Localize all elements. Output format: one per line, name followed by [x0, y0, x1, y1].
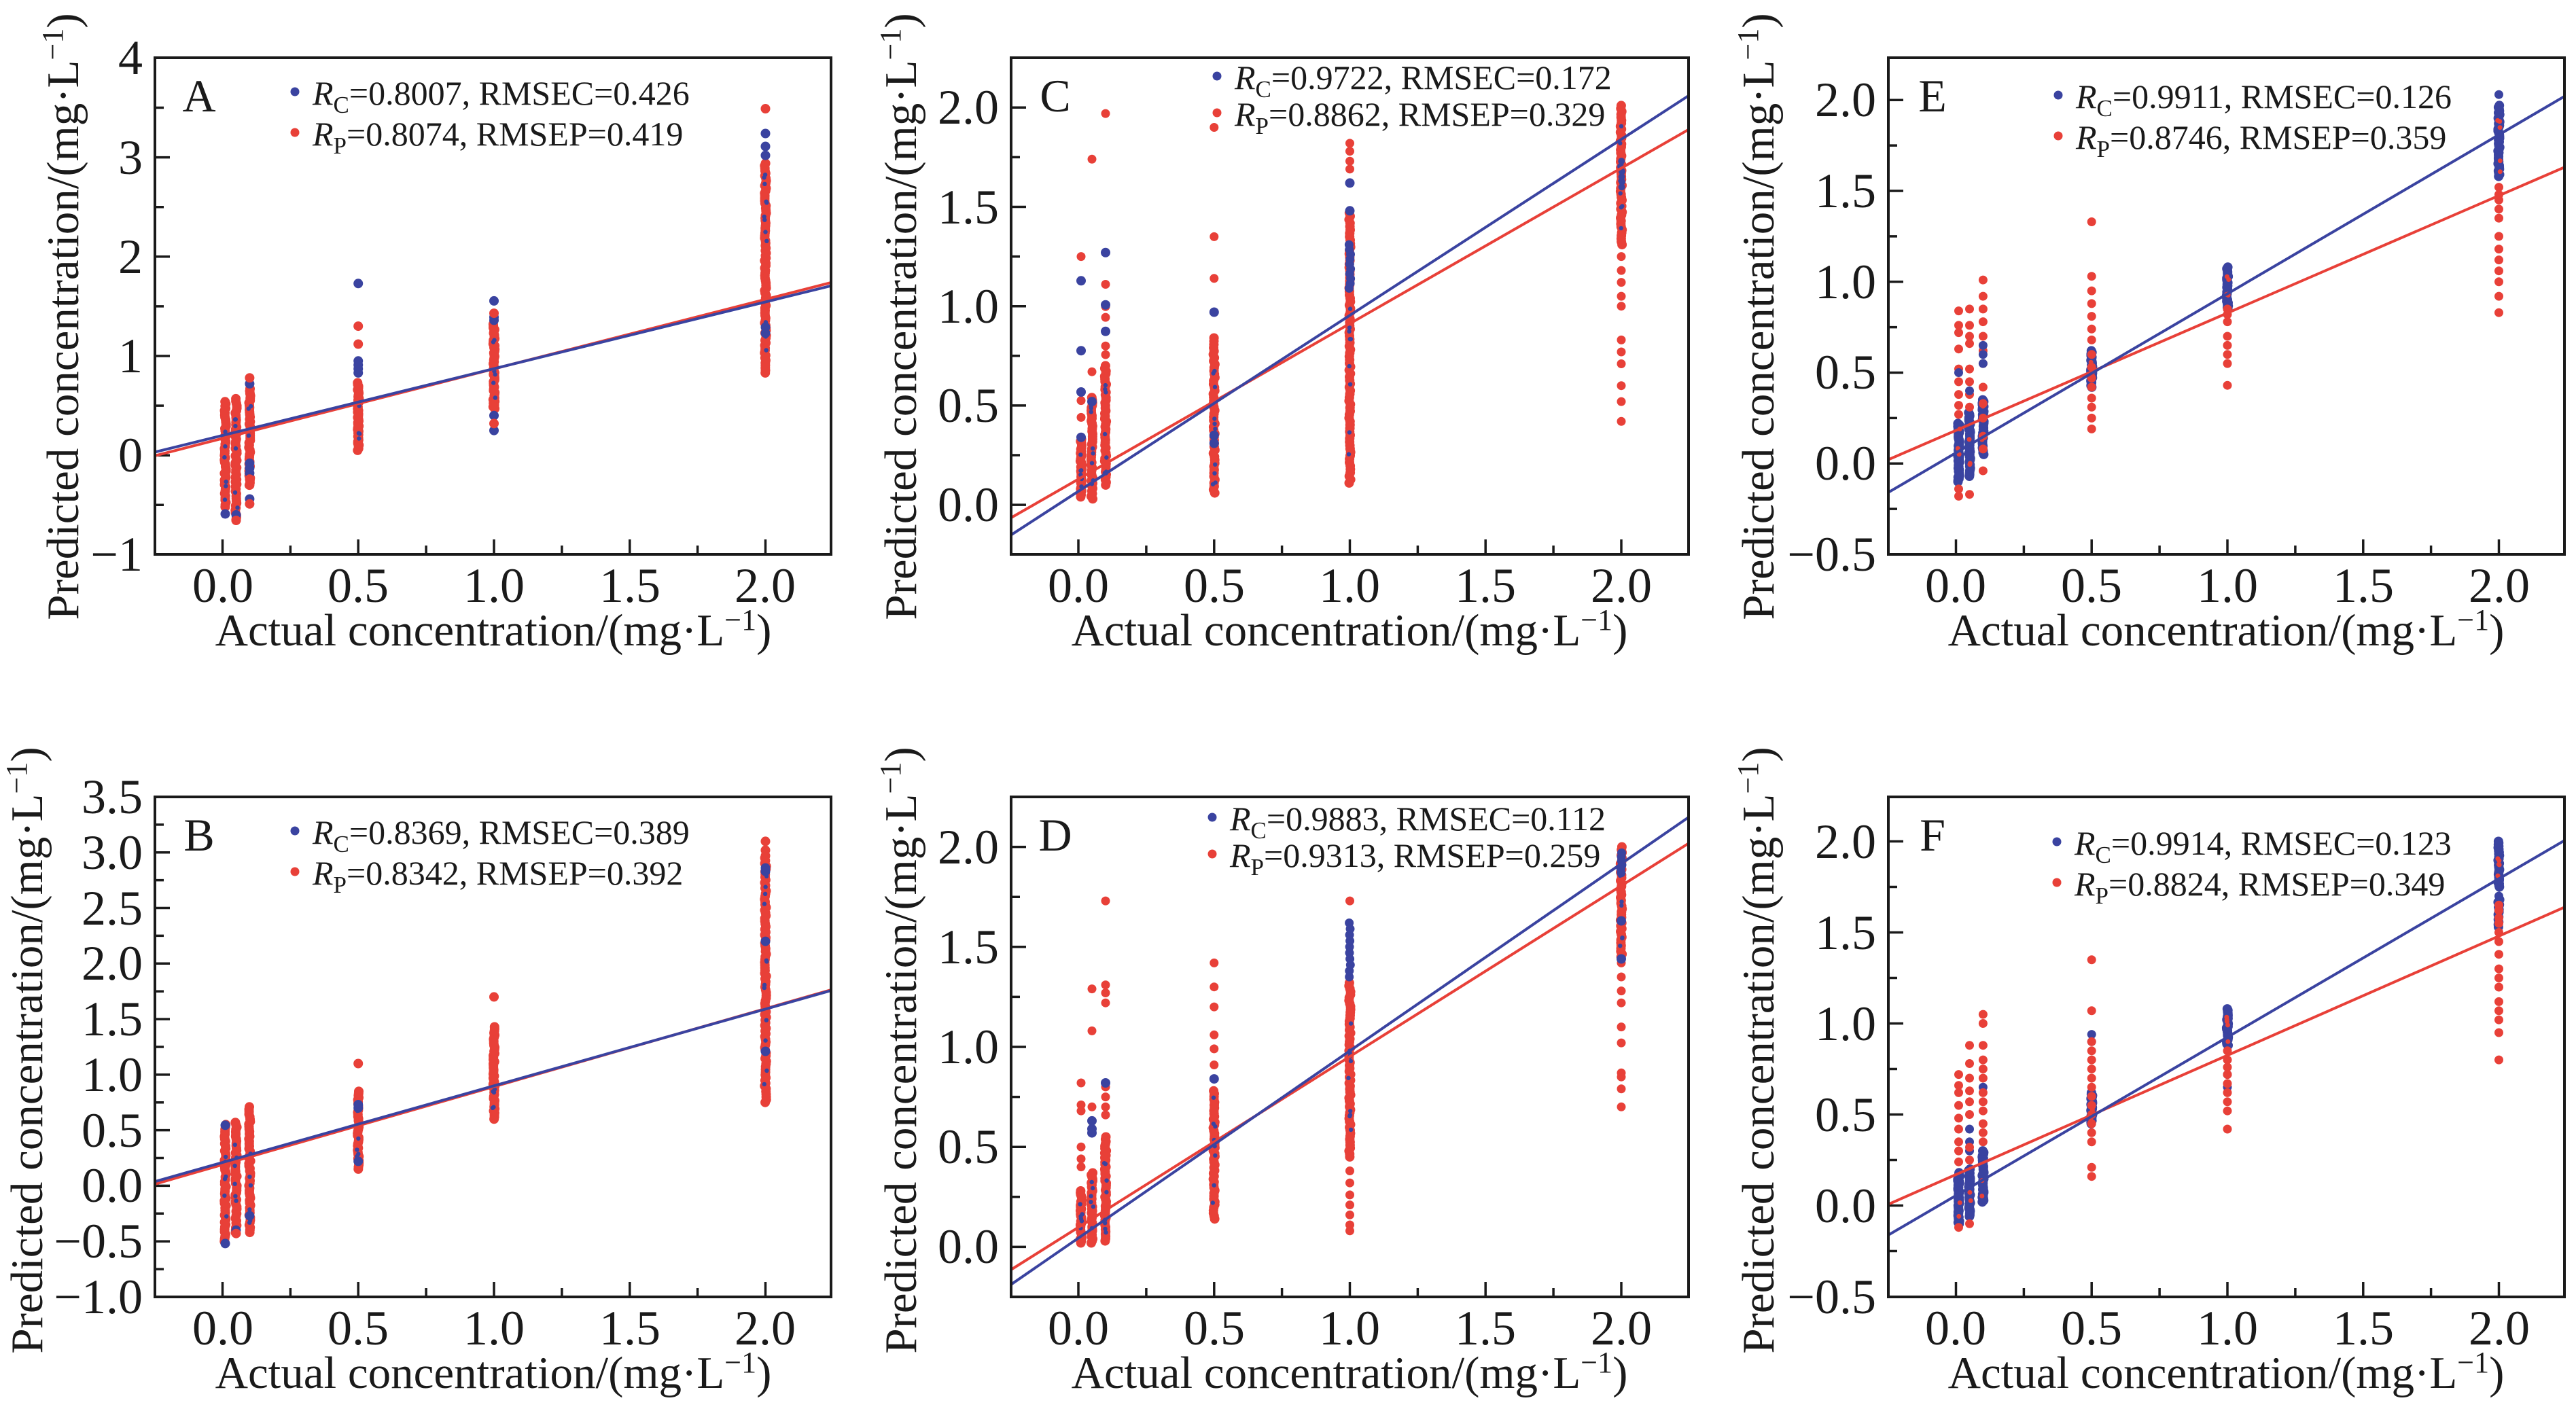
- svg-text:Predicted concentration/(mg·L−: Predicted concentration/(mg·L−1): [1731, 747, 1784, 1353]
- svg-text:Predicted concentration/(mg·L−: Predicted concentration/(mg·L−1): [874, 747, 926, 1353]
- svg-text:RP=0.8824, RMSEP=0.349: RP=0.8824, RMSEP=0.349: [2074, 865, 2445, 909]
- svg-text:0.5: 0.5: [82, 1103, 143, 1158]
- svg-text:1.5: 1.5: [2333, 1301, 2394, 1355]
- svg-text:1.5: 1.5: [1815, 906, 1876, 960]
- svg-text:0.5: 0.5: [2061, 558, 2122, 613]
- svg-text:0.0: 0.0: [1815, 436, 1876, 491]
- svg-text:1.5: 1.5: [2333, 558, 2394, 613]
- svg-text:3.5: 3.5: [82, 770, 143, 824]
- svg-text:2.0: 2.0: [82, 936, 143, 991]
- svg-text:0.0: 0.0: [192, 558, 253, 613]
- svg-text:F: F: [1920, 809, 1945, 861]
- svg-text:D: D: [1038, 809, 1072, 861]
- svg-text:0.5: 0.5: [938, 1120, 999, 1174]
- svg-text:1.5: 1.5: [1455, 1301, 1516, 1355]
- svg-text:0: 0: [118, 428, 143, 482]
- svg-text:2.0: 2.0: [1591, 558, 1652, 613]
- svg-text:A: A: [182, 70, 215, 122]
- svg-text:Actual concentration/(mg·L−1): Actual concentration/(mg·L−1): [1072, 1346, 1628, 1398]
- svg-text:0.0: 0.0: [938, 478, 999, 532]
- svg-text:0.0: 0.0: [1925, 558, 1986, 613]
- svg-text:Actual concentration/(mg·L−1): Actual concentration/(mg·L−1): [1072, 603, 1628, 656]
- svg-text:0.5: 0.5: [2061, 1301, 2122, 1355]
- svg-text:−0.5: −0.5: [54, 1214, 143, 1268]
- svg-text:−0.5: −0.5: [1787, 1270, 1876, 1324]
- svg-text:0.5: 0.5: [1815, 345, 1876, 399]
- svg-text:1.5: 1.5: [599, 558, 660, 613]
- svg-text:2.0: 2.0: [2469, 558, 2530, 613]
- svg-text:2.0: 2.0: [1591, 1301, 1652, 1355]
- svg-text:1.0: 1.0: [2197, 1301, 2258, 1355]
- svg-text:Predicted concentration/(mg·L−: Predicted concentration/(mg·L−1): [1731, 13, 1784, 620]
- svg-text:Predicted concentration/(mg·L−: Predicted concentration/(mg·L−1): [36, 13, 88, 620]
- svg-text:RC=0.9883, RMSEC=0.112: RC=0.9883, RMSEC=0.112: [1229, 800, 1606, 844]
- svg-text:RP=0.8342, RMSEP=0.392: RP=0.8342, RMSEP=0.392: [312, 854, 683, 898]
- svg-text:4: 4: [118, 31, 143, 85]
- svg-text:1.5: 1.5: [1815, 164, 1876, 218]
- svg-text:2.0: 2.0: [735, 558, 796, 613]
- svg-text:2.5: 2.5: [82, 881, 143, 935]
- svg-text:0.0: 0.0: [1048, 558, 1109, 613]
- svg-text:1.0: 1.0: [2197, 558, 2258, 613]
- svg-text:2.0: 2.0: [2469, 1301, 2530, 1355]
- svg-text:1.0: 1.0: [1319, 558, 1380, 613]
- svg-text:2.0: 2.0: [735, 1301, 796, 1355]
- svg-text:2: 2: [118, 230, 143, 284]
- svg-text:1.0: 1.0: [463, 558, 525, 613]
- svg-text:0.0: 0.0: [1925, 1301, 1986, 1355]
- svg-text:0.5: 0.5: [938, 378, 999, 433]
- svg-text:RC=0.9914, RMSEC=0.123: RC=0.9914, RMSEC=0.123: [2074, 824, 2452, 868]
- svg-text:1.0: 1.0: [938, 1020, 999, 1074]
- svg-text:1.0: 1.0: [1815, 997, 1876, 1051]
- svg-text:1.5: 1.5: [1455, 558, 1516, 613]
- svg-text:Actual concentration/(mg·L−1): Actual concentration/(mg·L−1): [215, 1346, 772, 1398]
- svg-text:1.0: 1.0: [82, 1048, 143, 1102]
- svg-text:RP=0.9313, RMSEP=0.259: RP=0.9313, RMSEP=0.259: [1229, 836, 1600, 880]
- svg-text:1.0: 1.0: [1815, 255, 1876, 309]
- svg-text:0.0: 0.0: [192, 1301, 253, 1355]
- svg-text:0.5: 0.5: [328, 558, 389, 613]
- svg-text:Actual concentration/(mg·L−1): Actual concentration/(mg·L−1): [215, 603, 772, 656]
- svg-text:Predicted concentration/(mg·L−: Predicted concentration/(mg·L−1): [0, 747, 52, 1353]
- svg-text:RC=0.8369, RMSEC=0.389: RC=0.8369, RMSEC=0.389: [312, 813, 690, 857]
- svg-text:Actual concentration/(mg·L−1): Actual concentration/(mg·L−1): [1948, 603, 2505, 656]
- svg-text:1: 1: [118, 329, 143, 383]
- svg-text:RP=0.8862, RMSEP=0.329: RP=0.8862, RMSEP=0.329: [1234, 95, 1605, 139]
- svg-text:0.0: 0.0: [938, 1219, 999, 1274]
- svg-text:1.0: 1.0: [1319, 1301, 1380, 1355]
- svg-text:RC=0.8007, RMSEC=0.426: RC=0.8007, RMSEC=0.426: [312, 74, 690, 118]
- svg-text:2.0: 2.0: [1815, 815, 1876, 869]
- svg-text:3: 3: [118, 130, 143, 185]
- svg-text:0.5: 0.5: [1184, 558, 1245, 613]
- svg-text:1.5: 1.5: [938, 920, 999, 974]
- svg-text:2.0: 2.0: [938, 820, 999, 874]
- svg-text:Actual concentration/(mg·L−1): Actual concentration/(mg·L−1): [1948, 1346, 2505, 1398]
- svg-text:−0.5: −0.5: [1787, 527, 1876, 582]
- svg-text:Predicted concentration/(mg·L−: Predicted concentration/(mg·L−1): [874, 13, 926, 620]
- svg-text:1.0: 1.0: [938, 279, 999, 334]
- svg-text:0.0: 0.0: [82, 1158, 143, 1213]
- svg-text:RP=0.8074, RMSEP=0.419: RP=0.8074, RMSEP=0.419: [312, 115, 683, 159]
- svg-text:−1: −1: [90, 527, 143, 582]
- svg-text:RC=0.9911, RMSEC=0.126: RC=0.9911, RMSEC=0.126: [2075, 77, 2452, 122]
- svg-text:0.0: 0.0: [1815, 1179, 1876, 1233]
- svg-text:0.5: 0.5: [328, 1301, 389, 1355]
- svg-text:B: B: [183, 809, 214, 861]
- svg-text:−1.0: −1.0: [54, 1270, 143, 1324]
- svg-text:RP=0.8746, RMSEP=0.359: RP=0.8746, RMSEP=0.359: [2075, 118, 2446, 162]
- svg-text:0.5: 0.5: [1184, 1301, 1245, 1355]
- svg-text:0.5: 0.5: [1815, 1088, 1876, 1142]
- svg-text:1.0: 1.0: [463, 1301, 525, 1355]
- svg-text:0.0: 0.0: [1048, 1301, 1109, 1355]
- svg-text:1.5: 1.5: [938, 180, 999, 234]
- svg-text:2.0: 2.0: [938, 80, 999, 135]
- svg-text:C: C: [1040, 70, 1070, 122]
- svg-text:E: E: [1918, 70, 1947, 122]
- svg-text:3.0: 3.0: [82, 825, 143, 880]
- svg-text:1.5: 1.5: [599, 1301, 660, 1355]
- svg-text:2.0: 2.0: [1815, 73, 1876, 127]
- svg-text:RC=0.9722, RMSEC=0.172: RC=0.9722, RMSEC=0.172: [1234, 58, 1612, 103]
- svg-text:1.5: 1.5: [82, 992, 143, 1046]
